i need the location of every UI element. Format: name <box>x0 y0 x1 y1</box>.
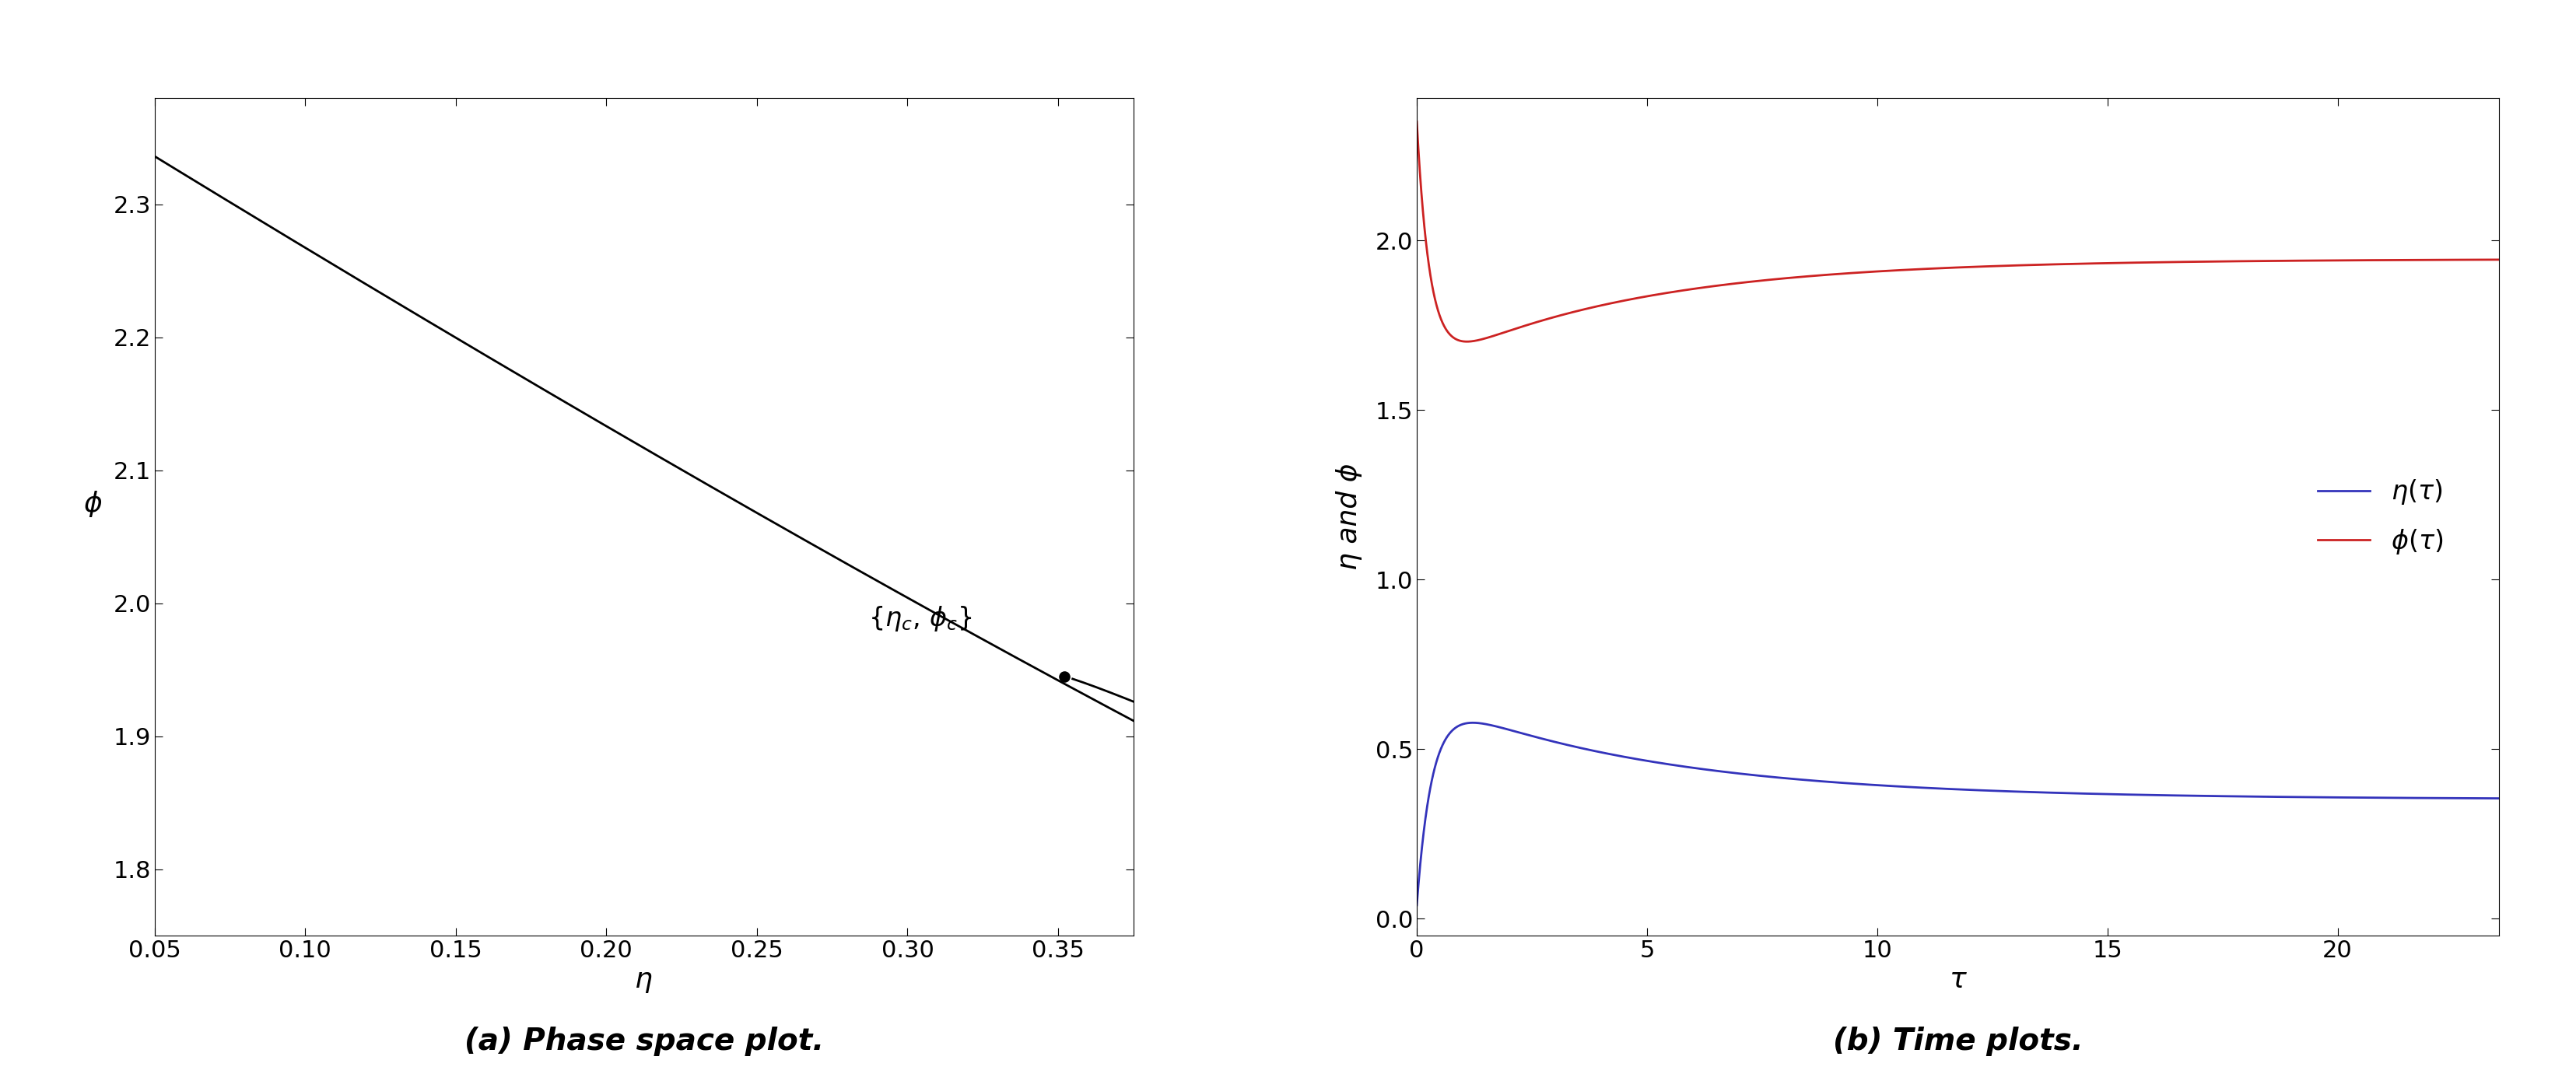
Point <box>1043 668 1084 685</box>
Y-axis label: ϕ: ϕ <box>85 491 103 517</box>
Text: $\{\eta_c,\,\phi_c\}$: $\{\eta_c,\,\phi_c\}$ <box>868 604 971 633</box>
X-axis label: η: η <box>636 966 652 992</box>
X-axis label: τ: τ <box>1950 966 1965 992</box>
Y-axis label: η and ϕ: η and ϕ <box>1337 463 1363 570</box>
Legend: $\eta(\tau)$, $\phi(\tau)$: $\eta(\tau)$, $\phi(\tau)$ <box>2308 467 2452 567</box>
Text: (b) Time plots.: (b) Time plots. <box>1832 1027 2084 1056</box>
Text: (a) Phase space plot.: (a) Phase space plot. <box>464 1027 824 1056</box>
